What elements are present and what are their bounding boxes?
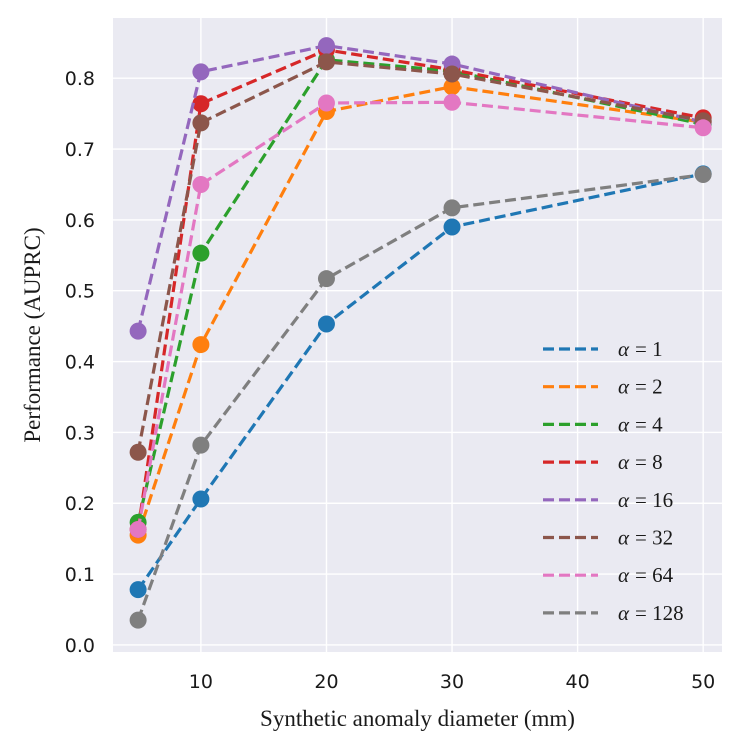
data-point [192, 336, 210, 354]
legend-entry: α = 64 [543, 563, 674, 587]
y-tick-label: 0.1 [65, 564, 95, 586]
y-tick-label: 0.3 [65, 422, 95, 444]
data-point [192, 244, 210, 262]
legend-entry: α = 1 [543, 337, 663, 361]
data-point [129, 443, 147, 461]
grid-lines [113, 18, 722, 652]
data-point [192, 175, 210, 193]
legend-value: = 64 [635, 563, 674, 587]
legend-label: α = 16 [618, 488, 673, 512]
data-point [694, 166, 712, 184]
data-point [443, 199, 461, 217]
series-alpha-64 [129, 93, 712, 538]
y-axis-ticks: 0.0 0.1 0.2 0.3 0.4 0.5 0.6 0.7 0.8 [65, 68, 95, 657]
data-point [192, 114, 210, 132]
legend-entry: α = 2 [543, 375, 663, 399]
legend-symbol: α [618, 450, 630, 474]
series-alpha-128 [129, 166, 712, 629]
legend: α = 1α = 2α = 4α = 8α = 16α = 32α = 64α = 128 [543, 337, 684, 625]
data-point [317, 37, 335, 55]
data-point [129, 611, 147, 629]
legend-value: = 128 [635, 601, 684, 625]
y-tick-label: 0.6 [65, 210, 95, 232]
data-point [129, 581, 147, 599]
data-point [694, 119, 712, 137]
y-tick-label: 0.0 [65, 635, 95, 657]
legend-entry: α = 8 [543, 450, 663, 474]
x-tick-label: 10 [189, 671, 213, 693]
legend-symbol: α [618, 601, 630, 625]
x-axis-ticks: 10 20 30 40 50 [189, 671, 715, 693]
data-point [129, 520, 147, 538]
legend-entry: α = 16 [543, 488, 673, 512]
data-point [317, 270, 335, 288]
legend-symbol: α [618, 412, 630, 436]
data-point [192, 436, 210, 454]
series-line [136, 43, 704, 332]
x-tick-label: 50 [691, 671, 715, 693]
legend-label: α = 4 [618, 412, 663, 436]
legend-value: = 8 [635, 450, 663, 474]
data-point [317, 94, 335, 112]
legend-value: = 1 [635, 337, 663, 361]
data-point [192, 490, 210, 508]
y-tick-label: 0.5 [65, 281, 95, 303]
y-tick-label: 0.7 [65, 139, 95, 161]
series-layer [129, 37, 712, 629]
legend-value: = 16 [635, 488, 673, 512]
legend-symbol: α [618, 526, 630, 550]
legend-symbol: α [618, 375, 630, 399]
data-point [443, 218, 461, 236]
data-point [443, 93, 461, 111]
data-point [129, 322, 147, 340]
x-tick-label: 30 [440, 671, 464, 693]
data-point [443, 65, 461, 83]
data-point [443, 78, 461, 96]
data-point [192, 63, 210, 81]
legend-entry: α = 4 [543, 412, 663, 436]
legend-label: α = 2 [618, 375, 663, 399]
legend-symbol: α [618, 337, 630, 361]
legend-label: α = 128 [618, 601, 684, 625]
x-tick-label: 40 [566, 671, 590, 693]
x-axis-label: Synthetic anomaly diameter (mm) [260, 706, 575, 731]
legend-label: α = 8 [618, 450, 663, 474]
y-tick-label: 0.2 [65, 493, 95, 515]
y-tick-label: 0.8 [65, 68, 95, 90]
legend-value: = 2 [635, 375, 663, 399]
legend-symbol: α [618, 563, 630, 587]
y-tick-label: 0.4 [65, 352, 95, 374]
legend-entry: α = 128 [543, 601, 684, 625]
y-axis-label: Performance (AUPRC) [20, 227, 45, 442]
data-point [317, 315, 335, 333]
plot-area [113, 18, 722, 652]
data-point [317, 53, 335, 71]
series-line [136, 58, 704, 523]
x-tick-label: 20 [314, 671, 338, 693]
legend-value: = 32 [635, 526, 673, 550]
legend-entry: α = 32 [543, 526, 673, 550]
legend-label: α = 32 [618, 526, 673, 550]
legend-label: α = 1 [618, 337, 663, 361]
legend-label: α = 64 [618, 563, 674, 587]
data-point [192, 95, 210, 113]
legend-value: = 4 [635, 412, 663, 436]
legend-symbol: α [618, 488, 630, 512]
